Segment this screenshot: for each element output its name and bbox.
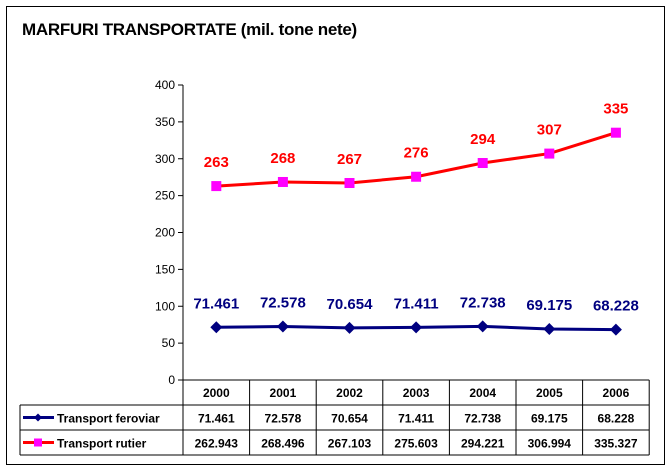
marker-square bbox=[544, 148, 555, 159]
chart-frame bbox=[6, 6, 665, 465]
table-cell: 262.943 bbox=[195, 437, 239, 451]
x-category-label: 2002 bbox=[336, 386, 363, 400]
x-category-label: 2005 bbox=[536, 386, 563, 400]
table-cell: 68.228 bbox=[598, 412, 635, 426]
marker-diamond bbox=[210, 321, 223, 334]
table-cell: 72.738 bbox=[464, 412, 501, 426]
y-tick-label: 100 bbox=[155, 299, 175, 313]
data-label: 276 bbox=[404, 145, 429, 162]
data-label: 72.738 bbox=[460, 294, 506, 311]
y-tick-label: 300 bbox=[155, 152, 175, 166]
table-cell: 294.221 bbox=[461, 437, 505, 451]
series-layer bbox=[210, 127, 622, 336]
y-tick-label: 250 bbox=[155, 189, 175, 203]
data-label: 268 bbox=[270, 150, 295, 167]
marker-diamond bbox=[343, 321, 356, 334]
marker-diamond bbox=[410, 321, 423, 334]
marker-square bbox=[344, 178, 355, 189]
marker-square bbox=[411, 171, 422, 182]
marker-diamond bbox=[476, 320, 489, 333]
legend-label: Transport rutier bbox=[57, 437, 147, 451]
x-category-label: 2001 bbox=[270, 386, 297, 400]
data-label: 69.175 bbox=[526, 297, 572, 314]
marker-square bbox=[610, 127, 621, 138]
x-category-label: 2000 bbox=[203, 386, 230, 400]
data-label: 71.411 bbox=[394, 295, 439, 312]
table-cell: 268.496 bbox=[261, 437, 305, 451]
y-tick-label: 400 bbox=[155, 78, 175, 92]
data-label: 70.654 bbox=[327, 296, 374, 313]
table-cell: 69.175 bbox=[531, 412, 568, 426]
table-cell: 71.411 bbox=[398, 412, 434, 426]
marker-diamond bbox=[609, 323, 622, 336]
marker-square bbox=[477, 158, 488, 169]
table-cell: 335.327 bbox=[594, 437, 638, 451]
table-cell: 306.994 bbox=[528, 437, 572, 451]
data-label: 294 bbox=[470, 131, 496, 148]
x-category-label: 2004 bbox=[469, 386, 496, 400]
marker-square bbox=[277, 176, 288, 187]
legend-label: Transport feroviar bbox=[57, 412, 160, 426]
y-tick-label: 200 bbox=[155, 226, 175, 240]
legend-key-marker bbox=[34, 413, 42, 422]
data-label: 68.228 bbox=[593, 298, 639, 315]
data-label: 263 bbox=[204, 154, 229, 171]
data-label: 71.461 bbox=[193, 295, 239, 312]
data-label: 335 bbox=[603, 101, 628, 118]
x-category-label: 2006 bbox=[603, 386, 630, 400]
marker-diamond bbox=[543, 322, 556, 335]
data-table: 2000 2001 2002 2003 2004 2005 2006 Transport fe… bbox=[19, 379, 650, 456]
marker-diamond bbox=[276, 320, 289, 333]
y-tick-label: 50 bbox=[162, 336, 176, 350]
table-cell: 275.603 bbox=[394, 437, 438, 451]
table-cell: 267.103 bbox=[328, 437, 372, 451]
legend-key-marker bbox=[34, 438, 42, 447]
data-labels: 71.461 72.578 70.654 71.411 72.738 69.175 68.2… bbox=[193, 101, 638, 315]
marker-square bbox=[211, 181, 222, 192]
table-cell: 71.461 bbox=[198, 412, 235, 426]
y-tick-label: 150 bbox=[155, 262, 175, 276]
data-label: 72.578 bbox=[260, 294, 306, 311]
x-category-label: 2003 bbox=[403, 386, 430, 400]
data-label: 267 bbox=[337, 151, 362, 168]
y-tick-label: 350 bbox=[155, 115, 175, 129]
y-axis: 0 50 100 150 200 250 300 350 400 bbox=[155, 78, 184, 387]
y-tick-label: 0 bbox=[168, 373, 175, 387]
table-cell: 72.578 bbox=[265, 412, 302, 426]
chart-title: MARFURI TRANSPORTATE (mil. tone nete) bbox=[22, 20, 357, 39]
data-label: 307 bbox=[537, 122, 562, 139]
table-cell: 70.654 bbox=[331, 412, 368, 426]
